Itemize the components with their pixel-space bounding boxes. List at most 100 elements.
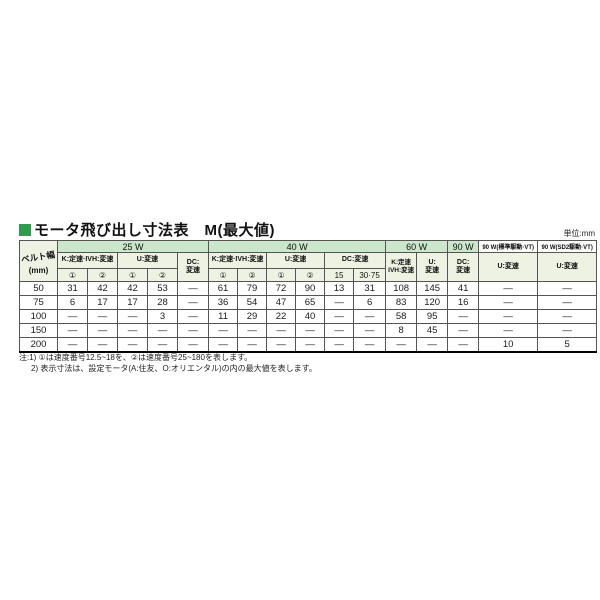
belt-width-cell: 50 xyxy=(19,281,58,296)
data-cell: — xyxy=(176,295,210,310)
footnote-1: 注:1) ①は速度番号12.5~18を、②は速度番号25~180を表します。 xyxy=(19,353,253,362)
data-cell: 6 xyxy=(57,295,88,310)
section-title: モータ飛び出し寸法表 M(最大値) xyxy=(19,219,275,240)
subheader-60w-u-line2: 変速 xyxy=(425,267,440,274)
data-cell: 31 xyxy=(57,281,88,296)
subheader-row: K:定速·IVH:変速 U:変速 DC: 変速 K:定速·IVH:変速 U:変速… xyxy=(20,252,598,282)
dc-speed-30-75: 30·75 xyxy=(353,268,387,282)
data-cell: 28 xyxy=(147,295,178,310)
data-cell: 72 xyxy=(266,281,297,296)
data-cell: 8 xyxy=(385,323,418,338)
belt-width-cell: 150 xyxy=(19,323,58,338)
subheader-60w-k-line2: IVH:変速 xyxy=(388,267,415,274)
data-cell: 17 xyxy=(117,295,148,310)
subheader-25w-dc-line2: 変速 xyxy=(186,267,201,274)
subheader-60w-u: U: 変速 xyxy=(416,252,449,282)
data-cell: — xyxy=(87,337,118,353)
data-cell: 31 xyxy=(353,281,387,296)
data-cell: 3 xyxy=(147,309,178,324)
data-cell: 83 xyxy=(385,295,418,310)
data-cell: 10 xyxy=(478,337,539,353)
group-header-90w-sd2-vt: 90 W(SD2駆動·VT) xyxy=(537,240,598,253)
page-title: モータ飛び出し寸法表 M(最大値) xyxy=(34,222,275,239)
subheader-25w-u: U:変速 xyxy=(117,252,178,269)
data-cell: 108 xyxy=(385,281,418,296)
data-cell: — xyxy=(208,337,239,353)
belt-width-label: ベルト幅 xyxy=(20,249,57,265)
belt-width-header: ベルト幅 (mm) xyxy=(19,240,58,282)
data-cell: — xyxy=(537,309,598,324)
data-cell: — xyxy=(385,337,418,353)
subheader-90w-dc-line2: 変速 xyxy=(456,267,471,274)
subheader-25w-dc-line1: DC: xyxy=(186,258,200,266)
speed-circle-1: ① xyxy=(117,268,148,282)
data-cell: — xyxy=(537,295,598,310)
subheader-25w-k-ivh: K:定速·IVH:変速 xyxy=(57,252,118,269)
data-cell: — xyxy=(353,323,387,338)
data-cell: — xyxy=(237,337,268,353)
data-cell: — xyxy=(537,281,598,296)
table-row: 50 31 42 42 53 — 61 79 72 90 13 31 108 1… xyxy=(19,281,598,296)
data-cell: — xyxy=(176,281,210,296)
data-cell: 79 xyxy=(237,281,268,296)
data-cell: 120 xyxy=(416,295,449,310)
subheader-60w-k-ivh: K:定速 IVH:変速 xyxy=(385,252,418,282)
speed-circle-2: ② xyxy=(87,268,118,282)
data-cell: — xyxy=(478,281,539,296)
group-header-25w: 25 W xyxy=(56,240,210,253)
data-cell: — xyxy=(447,337,480,353)
data-cell: — xyxy=(237,323,268,338)
belt-width-unit: (mm) xyxy=(28,266,49,275)
dimension-table: ベルト幅 (mm) 25 W 40 W 60 W 90 W 90 W(標準駆動·… xyxy=(19,240,598,353)
unit-label: 単位:mm xyxy=(563,229,595,238)
speed-circle-1: ① xyxy=(208,268,239,282)
data-cell: — xyxy=(416,337,449,353)
wattage-group-row: ベルト幅 (mm) 25 W 40 W 60 W 90 W 90 W(標準駆動·… xyxy=(19,240,598,282)
table-row: 100 — — — 3 — 11 29 22 40 — — 58 95 — — … xyxy=(19,309,598,324)
data-cell: — xyxy=(57,309,88,324)
data-cell: 45 xyxy=(416,323,449,338)
group-header-90w-std-vt: 90 W(標準駆動·VT) xyxy=(478,240,539,253)
data-cell: — xyxy=(295,337,326,353)
data-cell: 53 xyxy=(147,281,178,296)
data-cell: — xyxy=(147,323,178,338)
subheader-60w-u-line1: U: xyxy=(428,258,436,266)
data-cell: — xyxy=(117,309,148,324)
belt-width-cell: 200 xyxy=(19,337,58,353)
data-cell: — xyxy=(478,295,539,310)
data-cell: 54 xyxy=(237,295,268,310)
data-cell: 41 xyxy=(447,281,480,296)
data-cell: — xyxy=(478,323,539,338)
subheader-40w-k-ivh: K:定速·IVH:変速 xyxy=(208,252,268,269)
data-cell: — xyxy=(447,309,480,324)
data-cell: — xyxy=(295,323,326,338)
data-cell: 5 xyxy=(537,337,598,353)
data-cell: 65 xyxy=(295,295,326,310)
data-cell: — xyxy=(117,323,148,338)
data-cell: 90 xyxy=(295,281,326,296)
table-row: 150 — — — — — — — — — — — 8 45 — — — xyxy=(19,323,598,338)
subheader-60w-k-line1: K:定速 xyxy=(391,258,412,266)
data-cell: 42 xyxy=(117,281,148,296)
data-cell: — xyxy=(353,337,387,353)
belt-width-cell: 75 xyxy=(19,295,58,310)
table-row: 75 6 17 17 28 — 36 54 47 65 — 6 83 120 1… xyxy=(19,295,598,310)
speed-circle-1: ① xyxy=(57,268,88,282)
data-cell: 29 xyxy=(237,309,268,324)
data-cell: — xyxy=(147,337,178,353)
data-cell: — xyxy=(176,323,210,338)
data-cell: — xyxy=(353,309,387,324)
data-cell: 145 xyxy=(416,281,449,296)
data-cell: 16 xyxy=(447,295,480,310)
dc-speed-15: 15 xyxy=(324,268,355,282)
data-cell: — xyxy=(208,323,239,338)
data-cell: — xyxy=(447,323,480,338)
data-cell: — xyxy=(266,323,297,338)
data-cell: 47 xyxy=(266,295,297,310)
data-cell: — xyxy=(324,309,355,324)
data-cell: — xyxy=(117,337,148,353)
data-cell: 42 xyxy=(87,281,118,296)
data-cell: — xyxy=(478,309,539,324)
speed-circle-2: ② xyxy=(295,268,326,282)
